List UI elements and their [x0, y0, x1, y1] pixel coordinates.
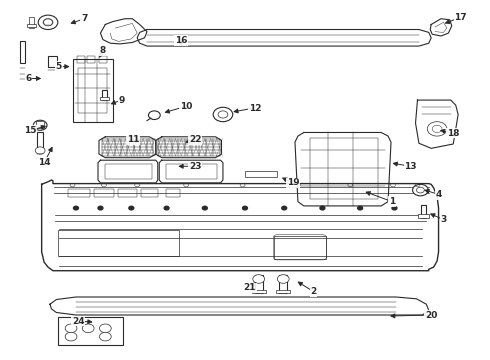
- Circle shape: [33, 120, 47, 130]
- Bar: [58, 230, 179, 256]
- Text: 9: 9: [118, 95, 125, 104]
- Bar: [166, 164, 217, 179]
- Bar: [141, 189, 158, 197]
- Text: 1: 1: [389, 197, 395, 206]
- Circle shape: [74, 206, 78, 210]
- Text: 24: 24: [72, 317, 85, 325]
- Text: 17: 17: [454, 13, 467, 22]
- Circle shape: [358, 206, 363, 210]
- Circle shape: [282, 206, 287, 210]
- Bar: [94, 189, 114, 197]
- Circle shape: [413, 184, 428, 196]
- Bar: [20, 41, 25, 63]
- Circle shape: [277, 275, 289, 283]
- Text: 18: 18: [447, 129, 460, 138]
- Polygon shape: [416, 100, 458, 148]
- Text: 15: 15: [24, 126, 37, 135]
- Polygon shape: [430, 19, 452, 36]
- Text: 12: 12: [248, 104, 261, 112]
- Bar: [279, 275, 287, 293]
- Text: 8: 8: [100, 46, 106, 55]
- Circle shape: [243, 206, 247, 210]
- Polygon shape: [50, 297, 429, 315]
- Circle shape: [98, 206, 103, 210]
- Bar: [310, 138, 378, 199]
- Polygon shape: [159, 160, 223, 183]
- Circle shape: [65, 324, 77, 333]
- Circle shape: [253, 275, 265, 283]
- Bar: [29, 17, 34, 28]
- Bar: [58, 317, 122, 345]
- Bar: [118, 189, 137, 197]
- Bar: [99, 56, 107, 63]
- Text: 14: 14: [38, 158, 50, 167]
- Bar: [73, 59, 113, 122]
- Text: 2: 2: [311, 287, 317, 296]
- Bar: [418, 214, 429, 218]
- Bar: [255, 275, 263, 293]
- Bar: [102, 90, 107, 100]
- Bar: [276, 290, 290, 293]
- Bar: [37, 132, 43, 149]
- Circle shape: [427, 122, 447, 136]
- Bar: [274, 236, 326, 259]
- Circle shape: [148, 111, 160, 120]
- Circle shape: [99, 332, 111, 341]
- Text: 13: 13: [404, 162, 417, 171]
- Bar: [78, 68, 107, 113]
- Bar: [77, 56, 85, 63]
- Text: 3: 3: [441, 215, 446, 224]
- Bar: [27, 24, 36, 27]
- Text: 20: 20: [425, 310, 438, 320]
- Circle shape: [35, 147, 45, 154]
- Bar: [252, 290, 266, 293]
- Polygon shape: [295, 132, 391, 206]
- Polygon shape: [42, 180, 439, 271]
- Bar: [100, 97, 109, 100]
- Polygon shape: [100, 19, 147, 44]
- Circle shape: [82, 324, 94, 333]
- Circle shape: [99, 324, 111, 333]
- Bar: [245, 171, 277, 177]
- Circle shape: [320, 206, 325, 210]
- Circle shape: [129, 206, 134, 210]
- Polygon shape: [99, 137, 156, 158]
- Bar: [166, 189, 180, 197]
- Text: 23: 23: [189, 162, 201, 171]
- Text: 5: 5: [56, 62, 62, 71]
- Text: 22: 22: [189, 135, 201, 144]
- Polygon shape: [98, 160, 158, 183]
- Circle shape: [213, 107, 233, 122]
- Text: 19: 19: [287, 178, 299, 187]
- Bar: [105, 164, 152, 179]
- Text: 6: 6: [25, 74, 31, 83]
- Bar: [36, 121, 44, 128]
- Circle shape: [164, 206, 169, 210]
- Circle shape: [202, 206, 207, 210]
- Bar: [68, 189, 90, 197]
- Circle shape: [38, 15, 58, 30]
- Text: 16: 16: [175, 36, 188, 45]
- Text: 11: 11: [127, 135, 140, 144]
- Bar: [421, 205, 426, 218]
- Bar: [48, 56, 57, 67]
- Text: 4: 4: [435, 190, 442, 199]
- Polygon shape: [156, 137, 221, 158]
- Text: 21: 21: [244, 284, 256, 292]
- Circle shape: [392, 206, 397, 210]
- Text: 7: 7: [81, 14, 88, 23]
- Bar: [87, 56, 95, 63]
- Circle shape: [65, 332, 77, 341]
- Polygon shape: [137, 30, 431, 46]
- Text: 10: 10: [180, 102, 193, 111]
